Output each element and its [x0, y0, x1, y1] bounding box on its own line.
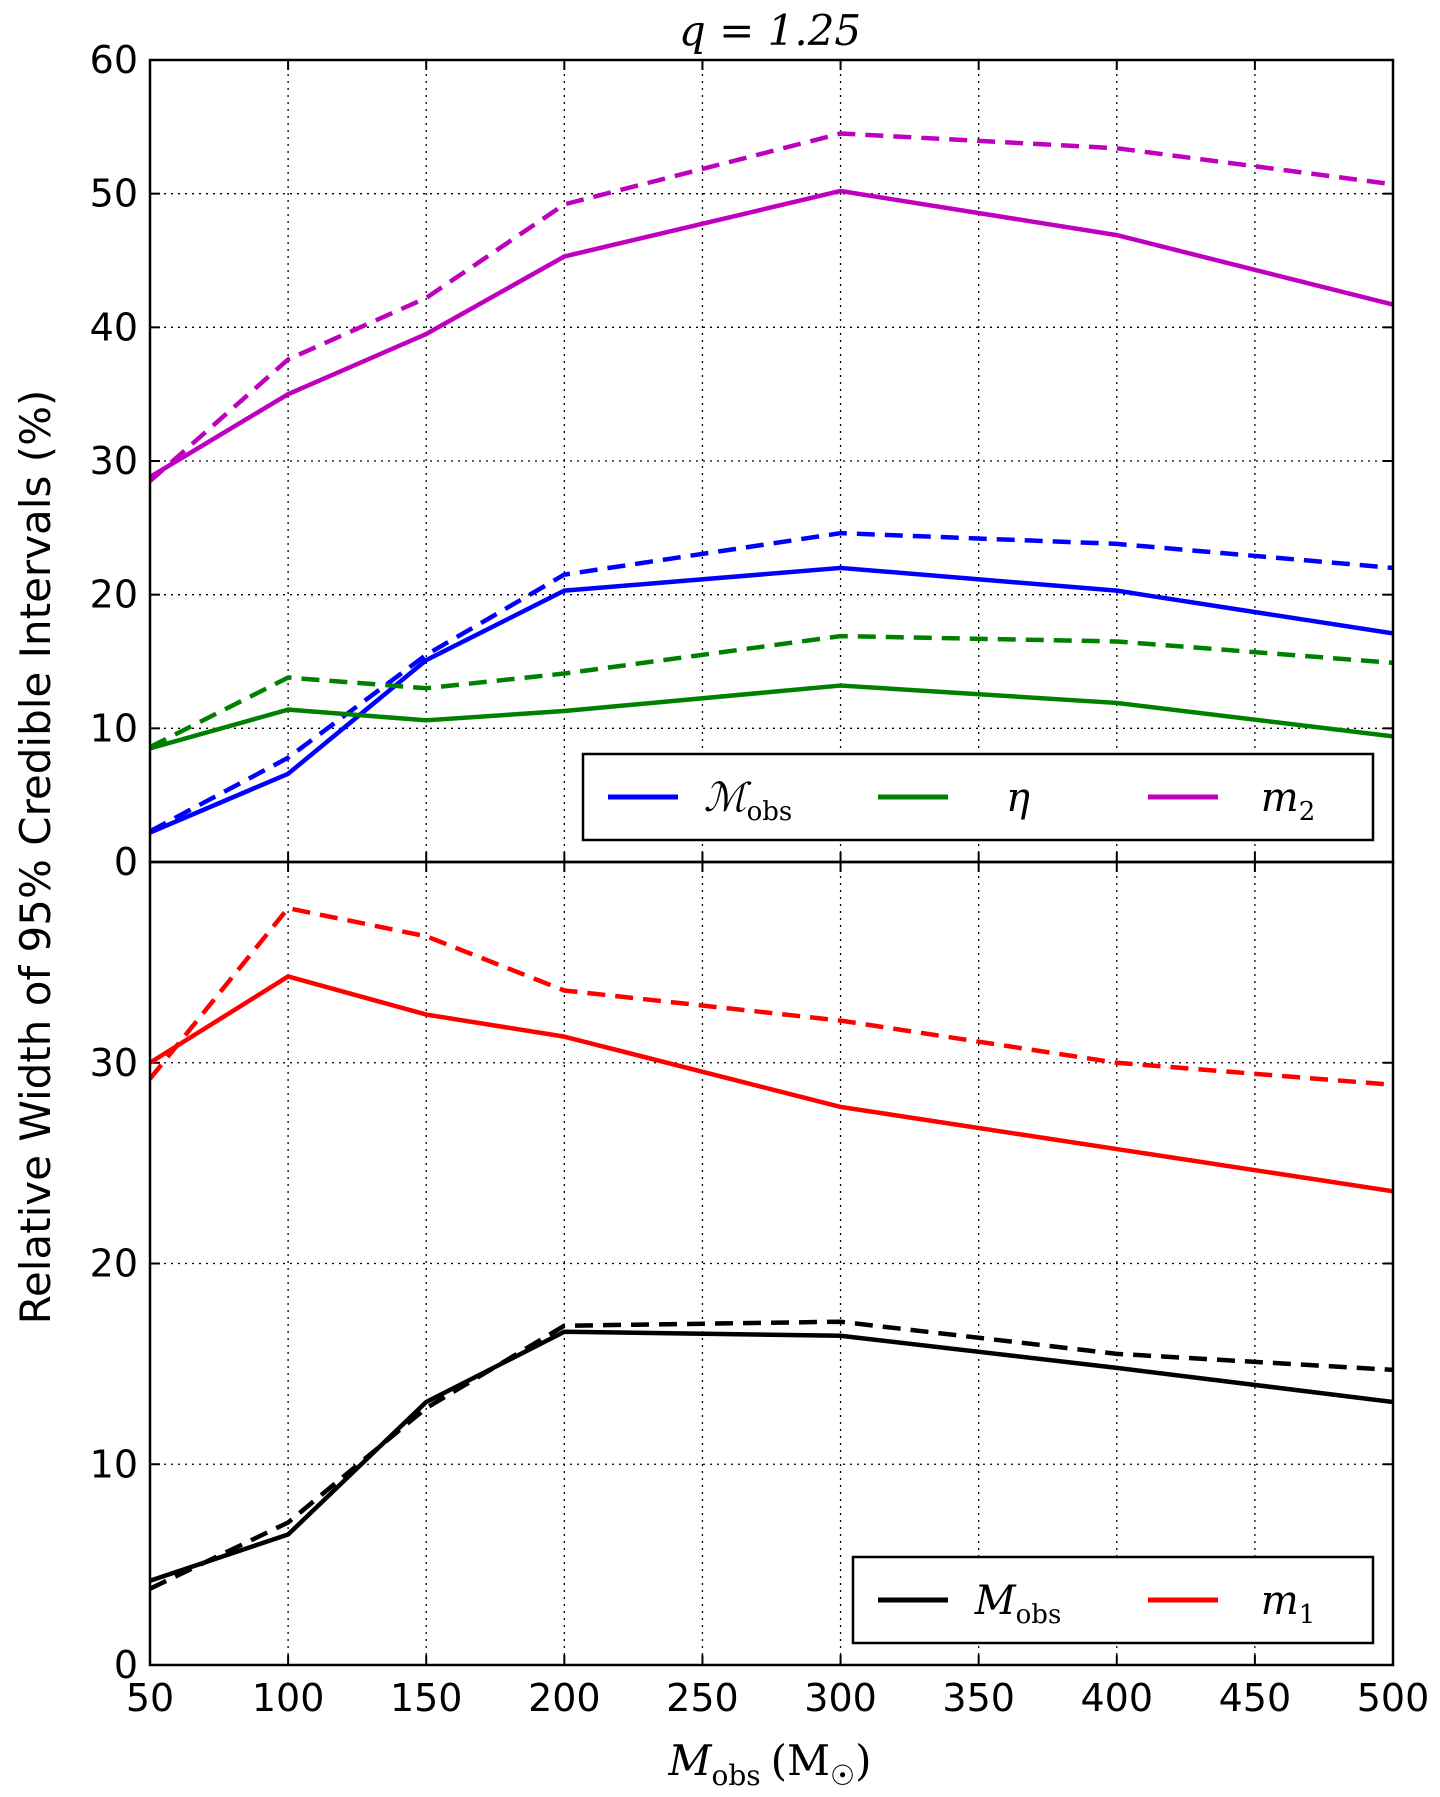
- x-tick-label: 50: [126, 1676, 174, 1720]
- x-tick-label: 500: [1357, 1676, 1430, 1720]
- x-tick-label: 250: [666, 1676, 739, 1720]
- series-line-m1-solid: [150, 974, 1393, 1194]
- chart-title-text: q = 1.25: [679, 6, 861, 55]
- chart-title: q = 1.25: [679, 6, 861, 55]
- panel-frame: [148, 860, 1395, 1667]
- x-tick-label: 100: [252, 1676, 325, 1720]
- legend-label: m2: [1261, 775, 1315, 827]
- y-tick-label: 30: [90, 439, 138, 483]
- y-tick-label: 10: [90, 1442, 138, 1486]
- y-tick-label: 30: [90, 1041, 138, 1085]
- series-line-eta-solid: [150, 683, 1393, 751]
- panel-top: 0 10 20 30 40 50 60 ℳobs η m2: [90, 38, 1395, 884]
- x-tick-label: 400: [1081, 1676, 1154, 1720]
- x-tick-label: 300: [804, 1676, 877, 1720]
- x-axis-label: Mobs (M☉): [667, 1736, 871, 1792]
- legend-label: ℳobs: [704, 775, 792, 827]
- legend-box: [581, 752, 1375, 842]
- series-line-m2-solid: [150, 188, 1393, 479]
- legend-label: Mobs: [974, 1578, 1062, 1630]
- legend-label: m1: [1261, 1578, 1315, 1630]
- y-axis-label: Relative Width of 95% Credible Intervals…: [11, 390, 60, 1325]
- y-tick-label: 40: [90, 305, 138, 349]
- legend-label: η: [1006, 775, 1030, 821]
- y-tick-label: 20: [90, 1242, 138, 1286]
- series-line-m_obs-dashed: [150, 1319, 1393, 1591]
- x-tick-label: 350: [942, 1676, 1015, 1720]
- panel-frame: [148, 58, 1395, 864]
- series-line-m1-dashed: [150, 905, 1393, 1088]
- y-tick-label: 20: [90, 573, 138, 617]
- series-line-eta-dashed: [150, 633, 1393, 750]
- y-tick-label: 0: [114, 1643, 138, 1687]
- x-tick-label: 200: [528, 1676, 601, 1720]
- series-line-m2-dashed: [150, 131, 1393, 483]
- y-tick-label: 10: [90, 706, 138, 750]
- y-tick-label: 50: [90, 172, 138, 216]
- series-line-m_obs-solid: [150, 1329, 1393, 1583]
- x-tick-label: 450: [1219, 1676, 1292, 1720]
- panels: 0 10 20 30 40 50 60 ℳobs η m2 0 10 20 30 Mobs m1 50 100 15…: [90, 38, 1430, 1720]
- x-tick-label: 150: [390, 1676, 463, 1720]
- legend: Mobs m1: [851, 1555, 1375, 1645]
- y-tick-label: 60: [90, 38, 138, 82]
- legend: ℳobs η m2: [581, 752, 1375, 842]
- series-line-mchirp_obs-solid: [150, 565, 1393, 835]
- y-tick-label: 0: [114, 840, 138, 884]
- series-line-mchirp_obs-dashed: [150, 530, 1393, 834]
- panel-bottom: 0 10 20 30 Mobs m1 50 100 150 200 250 300 350 400 450 5…: [90, 860, 1430, 1720]
